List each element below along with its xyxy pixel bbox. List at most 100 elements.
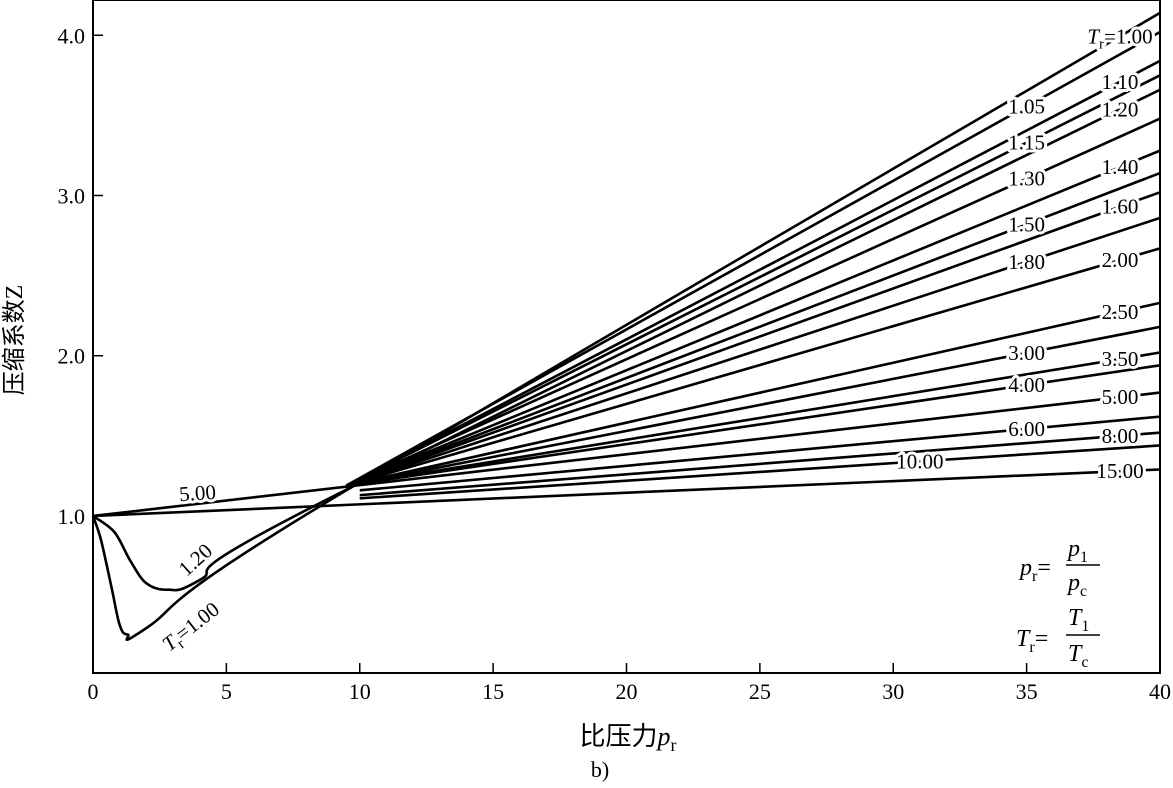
series-label-value: 15.00 xyxy=(1096,459,1143,483)
series-line-tr-3-50 xyxy=(346,351,1161,487)
x-tick-label: 5 xyxy=(221,679,232,704)
series-label-value: 3.00 xyxy=(1008,341,1045,365)
series-label-tr-1-00: Tr=1.00 xyxy=(1087,24,1152,52)
series-line-tr-8-00 xyxy=(359,431,1161,497)
series-label-value: 1.60 xyxy=(1102,195,1139,219)
series-line-tr-1-80 xyxy=(346,216,1161,487)
series-label-value: 1.10 xyxy=(1102,70,1139,94)
series-line-tr-1-15 xyxy=(345,74,1161,487)
svg-text:pc: pc xyxy=(1066,570,1087,600)
left-label-tr-1-00: Tr=1.00 xyxy=(158,597,227,659)
series-label-prefix: T xyxy=(1087,24,1100,48)
series-label-value: 1.15 xyxy=(1008,131,1045,155)
series-label-prefix-sub: r xyxy=(1099,36,1104,52)
formula-tr: Tr= T1 Tc xyxy=(1016,605,1100,671)
formula-tr-lhs: T xyxy=(1016,626,1031,652)
series-line-tr-2-50 xyxy=(346,301,1161,487)
series-line-tr-2-00 xyxy=(346,247,1161,487)
series-label-tr-3-00: 3.00 xyxy=(1008,341,1045,365)
left-label-tr-5-00: 5.00 xyxy=(178,480,216,507)
series-label-tr-2-00: 2.00 xyxy=(1102,248,1139,272)
x-tick-label: 0 xyxy=(88,679,99,704)
x-tick-label: 15 xyxy=(482,679,504,704)
formula-tr-num-sub: 1 xyxy=(1081,618,1089,635)
left-label-value: 5.00 xyxy=(178,480,216,507)
svg-text:Tr=: Tr= xyxy=(1016,626,1048,656)
x-tick-label: 25 xyxy=(749,679,771,704)
x-tick-label: 10 xyxy=(349,679,371,704)
series-line-tr-1-00 xyxy=(91,11,1161,642)
series-label-tr-10-00: 10.00 xyxy=(896,449,943,473)
series-label-tr-15-00: 15.00 xyxy=(1096,459,1143,483)
series-label-eq: = xyxy=(1104,24,1116,48)
series-line-tr-1-40 xyxy=(345,149,1161,487)
series-label-value: 1.50 xyxy=(1008,212,1045,236)
series-label-tr-1-05: 1.05 xyxy=(1008,94,1045,118)
series-label-tr-1-30: 1.30 xyxy=(1008,167,1045,191)
formula-pr-den: p xyxy=(1066,570,1080,596)
formula-pr-lhs-sub: r xyxy=(1032,568,1038,585)
formula-tr-eq: = xyxy=(1035,626,1049,652)
svg-text:p1: p1 xyxy=(1066,536,1088,566)
series-line-tr-5-00 xyxy=(92,391,1161,518)
series-label-tr-1-80: 1.80 xyxy=(1008,250,1045,274)
series-label-value: 1.20 xyxy=(1102,97,1139,121)
series-label-tr-6-00: 6.00 xyxy=(1008,417,1045,441)
y-tick-label: 2.0 xyxy=(58,344,86,369)
formula-pr-lhs: p xyxy=(1018,555,1032,581)
formula-pr-num: p xyxy=(1066,536,1080,562)
x-axis: 0 5 10 15 20 25 30 35 40 xyxy=(88,663,1171,704)
svg-text:T1: T1 xyxy=(1068,605,1089,635)
series-line-tr-1-10 xyxy=(345,59,1161,487)
formula-pr: pr= p1 pc xyxy=(1018,536,1100,600)
series-labels: Tr=1.001.051.101.151.201.30 1.401.501.601… xyxy=(155,21,1156,659)
formula-tr-lhs-sub: r xyxy=(1029,639,1035,656)
series-label-tr-4-00: 4.00 xyxy=(1008,373,1045,397)
formula-pr-num-sub: 1 xyxy=(1080,549,1088,566)
series-line-tr-6-00 xyxy=(359,415,1161,492)
series-label-tr-3-50: 3.50 xyxy=(1102,347,1139,371)
series-label-tr-1-10: 1.10 xyxy=(1102,70,1139,94)
x-tick-label: 40 xyxy=(1149,679,1171,704)
series-lines xyxy=(91,11,1161,642)
series-line-tr-1-50 xyxy=(345,171,1161,487)
x-axis-label-main: 比压力 xyxy=(579,722,657,751)
series-label-tr-1-40: 1.40 xyxy=(1102,155,1139,179)
series-line-tr-1-20 xyxy=(92,88,1161,592)
series-line-tr-15-00 xyxy=(92,468,1161,518)
series-label-tr-2-50: 2.50 xyxy=(1102,300,1139,324)
series-label-value: 1.05 xyxy=(1008,94,1045,118)
y-axis: 1.0 2.0 3.0 4.0 xyxy=(58,23,103,529)
x-axis-label-var: p xyxy=(656,722,671,751)
series-line-tr-4-00 xyxy=(346,364,1161,487)
series-label-tr-1-20: 1.20 xyxy=(1102,97,1139,121)
x-axis-label: 比压力pr xyxy=(579,722,676,755)
series-label-value: 2.00 xyxy=(1102,248,1139,272)
formula-pr-eq: = xyxy=(1037,555,1051,581)
formula-tr-den: T xyxy=(1068,641,1083,667)
series-label-value: 1.00 xyxy=(1116,24,1153,48)
plot-frame xyxy=(92,0,1161,674)
series-label-value: 8.00 xyxy=(1102,424,1139,448)
series-label-value: 10.00 xyxy=(896,449,943,473)
x-tick-label: 35 xyxy=(1016,679,1038,704)
svg-text:pr=: pr= xyxy=(1018,555,1051,585)
x-tick-label: 30 xyxy=(882,679,904,704)
svg-text:Tc: Tc xyxy=(1068,641,1088,671)
series-label-tr-5-00: 5.00 xyxy=(1102,385,1139,409)
series-label-value: 1.80 xyxy=(1008,250,1045,274)
series-line-tr-10-00 xyxy=(359,444,1161,500)
series-label-value: 1.30 xyxy=(1008,167,1045,191)
series-label-value: 4.00 xyxy=(1008,373,1045,397)
y-tick-label: 1.0 xyxy=(58,504,86,529)
series-line-tr-3-00 xyxy=(346,325,1161,487)
formula-tr-num: T xyxy=(1068,605,1083,631)
series-label-value: 5.00 xyxy=(1102,385,1139,409)
x-axis-label-sub: r xyxy=(671,735,677,755)
y-tick-label: 3.0 xyxy=(58,183,86,208)
formula-tr-den-sub: c xyxy=(1081,654,1088,671)
series-label-value: 6.00 xyxy=(1008,417,1045,441)
series-line-tr-1-05 xyxy=(345,30,1161,487)
y-tick-label: 4.0 xyxy=(58,23,86,48)
